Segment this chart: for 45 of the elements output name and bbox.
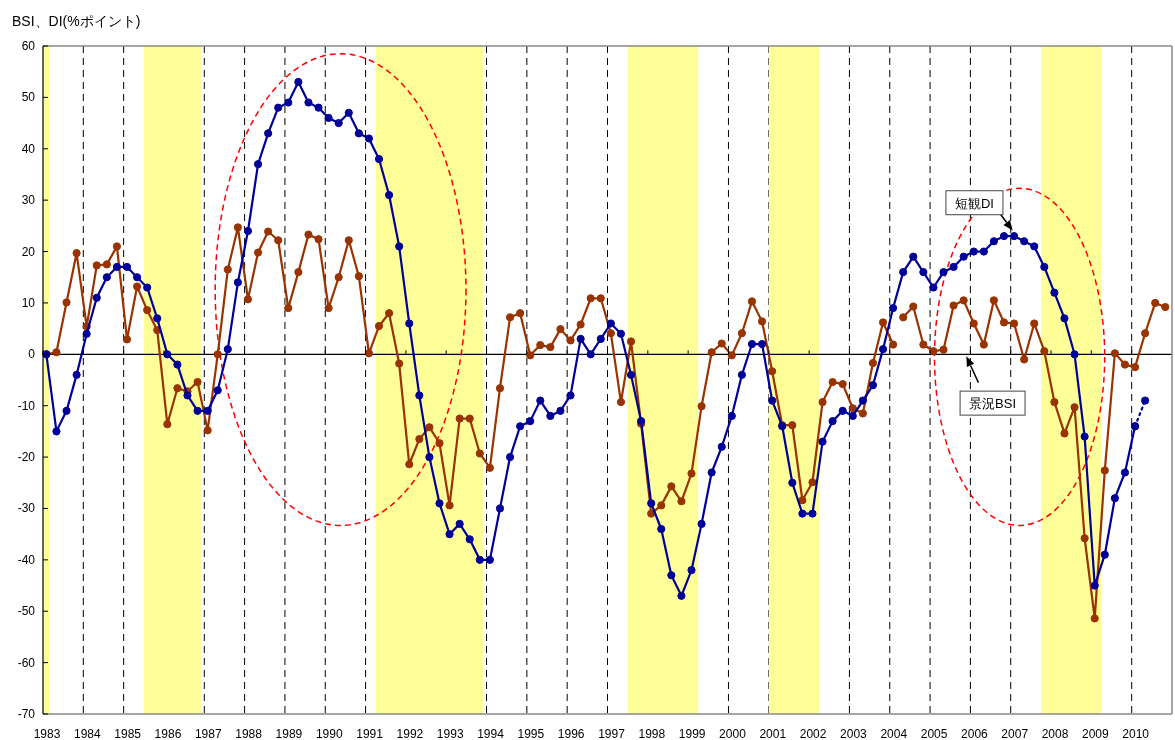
y-tick-label: -50 bbox=[17, 604, 36, 619]
y-tick-label: 0 bbox=[28, 347, 36, 362]
y-axis-title: BSI、DI(%ポイント) bbox=[12, 13, 141, 29]
x-tick-label: 1998 bbox=[638, 727, 666, 740]
y-tick-label: -30 bbox=[17, 501, 36, 516]
y-tick-label: 40 bbox=[21, 141, 36, 156]
x-tick-label: 2002 bbox=[799, 727, 827, 740]
y-tick-label: -10 bbox=[17, 398, 36, 413]
x-tick-label: 2001 bbox=[759, 727, 787, 740]
series-label: 短観DI bbox=[954, 195, 994, 211]
x-tick-label: 2009 bbox=[1082, 727, 1110, 740]
x-tick-label: 2008 bbox=[1041, 727, 1069, 740]
y-tick-label: 30 bbox=[21, 193, 36, 208]
x-tick-label: 1995 bbox=[517, 727, 545, 740]
x-tick-label: 1992 bbox=[396, 727, 424, 740]
y-tick-label: -70 bbox=[17, 707, 36, 721]
x-tick-label: 1987 bbox=[194, 727, 222, 740]
y-tick-label: 60 bbox=[21, 39, 36, 53]
x-tick-label: 1993 bbox=[436, 727, 464, 740]
x-tick-label: 1999 bbox=[678, 727, 706, 740]
x-tick-label: 2010 bbox=[1122, 727, 1150, 740]
x-tick-label: 1991 bbox=[356, 727, 384, 740]
x-tick-label: 1986 bbox=[154, 727, 182, 740]
x-tick-label: 1988 bbox=[235, 727, 263, 740]
y-tick-label: 10 bbox=[21, 295, 36, 310]
x-tick-label: 1983 bbox=[33, 727, 61, 740]
y-tick-label: 20 bbox=[21, 244, 36, 259]
x-tick-label: 2003 bbox=[840, 727, 868, 740]
y-tick-label: -20 bbox=[17, 450, 36, 465]
x-tick-label: 2004 bbox=[880, 727, 908, 740]
x-tick-label: 1994 bbox=[477, 727, 505, 740]
x-tick-label: 2000 bbox=[719, 727, 747, 740]
x-tick-label: 1989 bbox=[275, 727, 303, 740]
y-tick-label: 50 bbox=[21, 90, 36, 105]
x-tick-label: 2006 bbox=[961, 727, 989, 740]
x-tick-label: 1984 bbox=[73, 727, 101, 740]
x-tick-label: 2005 bbox=[920, 727, 948, 740]
y-tick-label: -40 bbox=[17, 552, 36, 567]
x-tick-label: 1985 bbox=[114, 727, 142, 740]
text: 景況BSI bbox=[969, 396, 1017, 412]
x-tick-label: 1990 bbox=[315, 727, 343, 740]
x-tick-label: 1997 bbox=[598, 727, 626, 740]
x-tick-label: 2007 bbox=[1001, 727, 1029, 740]
x-tick-label: 1996 bbox=[557, 727, 585, 740]
y-tick-label: -60 bbox=[17, 655, 36, 670]
